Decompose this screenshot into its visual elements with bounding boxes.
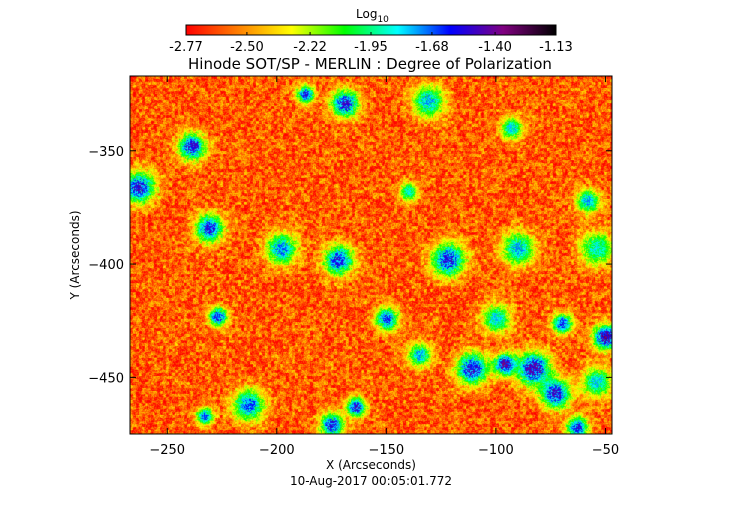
x-tick-label: −100 — [478, 443, 514, 458]
plot-area: −250 −200 −150 −100 −50 −350 −400 −450 — [88, 75, 619, 458]
heatmap-image — [130, 76, 612, 434]
colorbar-label-subscript: 10 — [377, 15, 389, 25]
y-tick-label: −450 — [88, 371, 124, 386]
x-axis-label: X (Arcseconds) — [326, 458, 416, 472]
colorbar-tick-label: -1.13 — [539, 40, 573, 55]
colorbar-tick-label: -1.68 — [415, 40, 449, 55]
colorbar-ticks: -2.77 -2.50 -2.22 -1.95 -1.68 -1.40 -1.13 — [169, 32, 573, 55]
y-tick-label: −400 — [88, 258, 124, 273]
x-tick-label: −150 — [368, 443, 404, 458]
colorbar-tick-label: -1.95 — [354, 40, 388, 55]
colorbar-tick-label: -2.22 — [293, 40, 327, 55]
x-tick-label: −50 — [592, 443, 619, 458]
colorbar-label: Log10 — [356, 7, 389, 25]
colorbar-tick-label: -2.50 — [230, 40, 264, 55]
y-axis-label: Y (Arcseconds) — [68, 210, 82, 300]
x-tick-label: −250 — [149, 443, 185, 458]
timestamp: 10-Aug-2017 00:05:01.772 — [290, 474, 452, 488]
x-axis-ticks: −250 −200 −150 −100 −50 — [149, 76, 619, 458]
y-axis-ticks: −350 −400 −450 — [88, 145, 612, 386]
colorbar-tick-label: -1.40 — [478, 40, 512, 55]
x-tick-label: −200 — [259, 443, 295, 458]
chart-title: Hinode SOT/SP - MERLIN : Degree of Polar… — [188, 55, 552, 73]
plot-frame — [129, 75, 613, 435]
colorbar: Log10 -2.77 -2.50 -2.22 -1.95 -1.68 -1.40 -1.1… — [169, 7, 573, 55]
colorbar-tick-label: -2.77 — [169, 40, 203, 55]
y-tick-label: −350 — [88, 145, 124, 160]
